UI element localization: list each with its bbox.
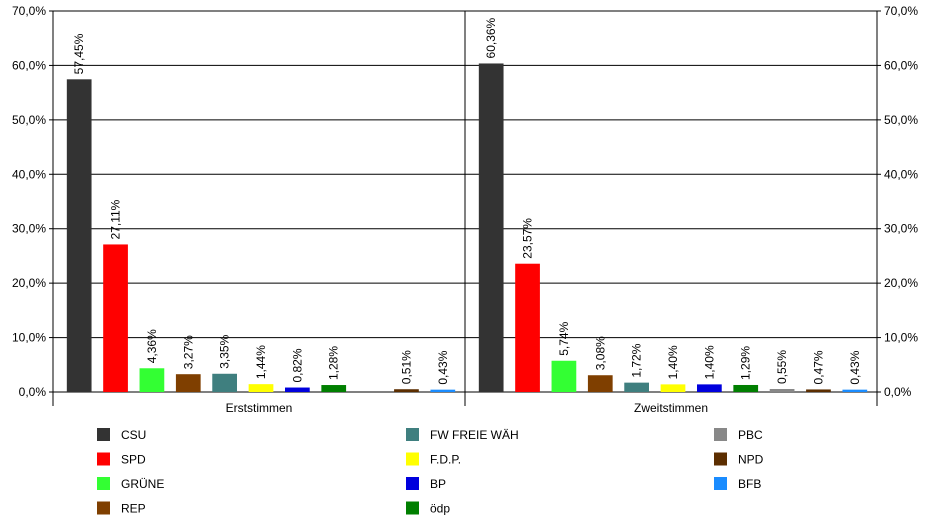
bar [697,384,722,392]
right-tick-label: 0,0% [884,385,912,399]
legend-swatch [714,452,727,466]
left-tick-label: 20,0% [12,276,46,290]
legend-swatch [406,452,419,466]
data-label: 0,51% [399,350,413,384]
bar [212,373,237,392]
left-tick-label: 30,0% [12,222,46,236]
data-label: 3,27% [181,335,195,369]
axes: 0,0% 0,0% 10,0% 10,0% 20,0% 20,0% 30,0% 30,0% 40… [12,4,918,415]
data-label: 3,35% [218,334,232,368]
bar [430,389,456,392]
legend-swatch [97,452,110,466]
legend-label: SPD [121,453,146,467]
legend-swatch [406,477,419,490]
bar [660,384,686,392]
bar [478,63,504,392]
legend-swatch [714,428,727,441]
data-label: 0,43% [436,350,450,384]
left-tick-label: 60,0% [12,58,46,72]
legend-label: GRÜNE [121,477,164,491]
legend-swatch [97,501,110,515]
right-tick-label: 40,0% [884,167,918,181]
legend-swatch [406,501,419,515]
legend-label: ödp [430,502,450,516]
right-tick-label: 10,0% [884,331,918,345]
bar [285,387,310,392]
data-label: 0,82% [290,348,304,382]
data-label: 0,47% [811,350,825,384]
right-tick-label: 20,0% [884,276,918,290]
bar [515,263,540,392]
legend-label: REP [121,502,146,516]
legend-label: FW FREIE WÄH [430,428,519,442]
data-labels: 57,45% 60,36% 27,11% 23,57% 4,36% 5,74% 3,27% 3… [72,17,862,384]
bar [321,385,347,392]
bar [842,389,868,392]
left-tick-label: 10,0% [12,331,46,345]
data-label: 1,28% [327,346,341,380]
legend-swatch [97,428,110,441]
legend-label: CSU [121,428,146,442]
bar [139,368,165,392]
bar [733,384,759,392]
data-label: 1,72% [630,343,644,377]
legend-swatch [714,477,727,490]
legend-label: BFB [738,477,761,491]
data-label: 1,40% [702,345,716,379]
data-label: 1,40% [666,345,680,379]
legend-label: F.D.P. [430,453,461,467]
bar [175,374,201,392]
bar [551,360,577,392]
data-label: 57,45% [72,33,86,74]
legend-label: NPD [738,453,764,467]
left-tick-label: 70,0% [12,4,46,18]
data-label: 5,74% [557,321,571,355]
data-label: 1,44% [254,345,268,379]
data-label: 23,57% [521,218,535,259]
right-tick-label: 60,0% [884,58,918,72]
bar [248,384,274,392]
bar [624,382,649,392]
bar [103,244,128,392]
data-label: 1,29% [739,346,753,380]
bar [806,389,831,392]
data-label: 4,36% [145,329,159,363]
right-tick-label: 50,0% [884,113,918,127]
legend-swatch [97,477,110,490]
bar [587,375,613,392]
bar [769,389,795,392]
data-label: 0,43% [848,350,862,384]
data-label: 27,11% [109,199,123,239]
left-tick-label: 50,0% [12,113,46,127]
left-tick-label: 40,0% [12,167,46,181]
bars [66,63,868,392]
data-label: 60,36% [484,17,498,58]
legend-label: PBC [738,428,763,442]
bar [394,389,419,392]
group-label: Erststimmen [226,401,293,415]
data-label: 0,55% [775,350,789,384]
right-tick-label: 70,0% [884,4,918,18]
bar [66,79,92,392]
legend: CSU SPD GRÜNE REP FW FREIE WÄH F.D.P. BP ödp PBC… [97,428,764,516]
data-label: 3,08% [593,336,607,370]
left-tick-label: 0,0% [19,385,47,399]
group-label: Zweitstimmen [634,401,708,415]
right-tick-label: 30,0% [884,222,918,236]
legend-label: BP [430,477,446,491]
legend-swatch [406,428,419,441]
